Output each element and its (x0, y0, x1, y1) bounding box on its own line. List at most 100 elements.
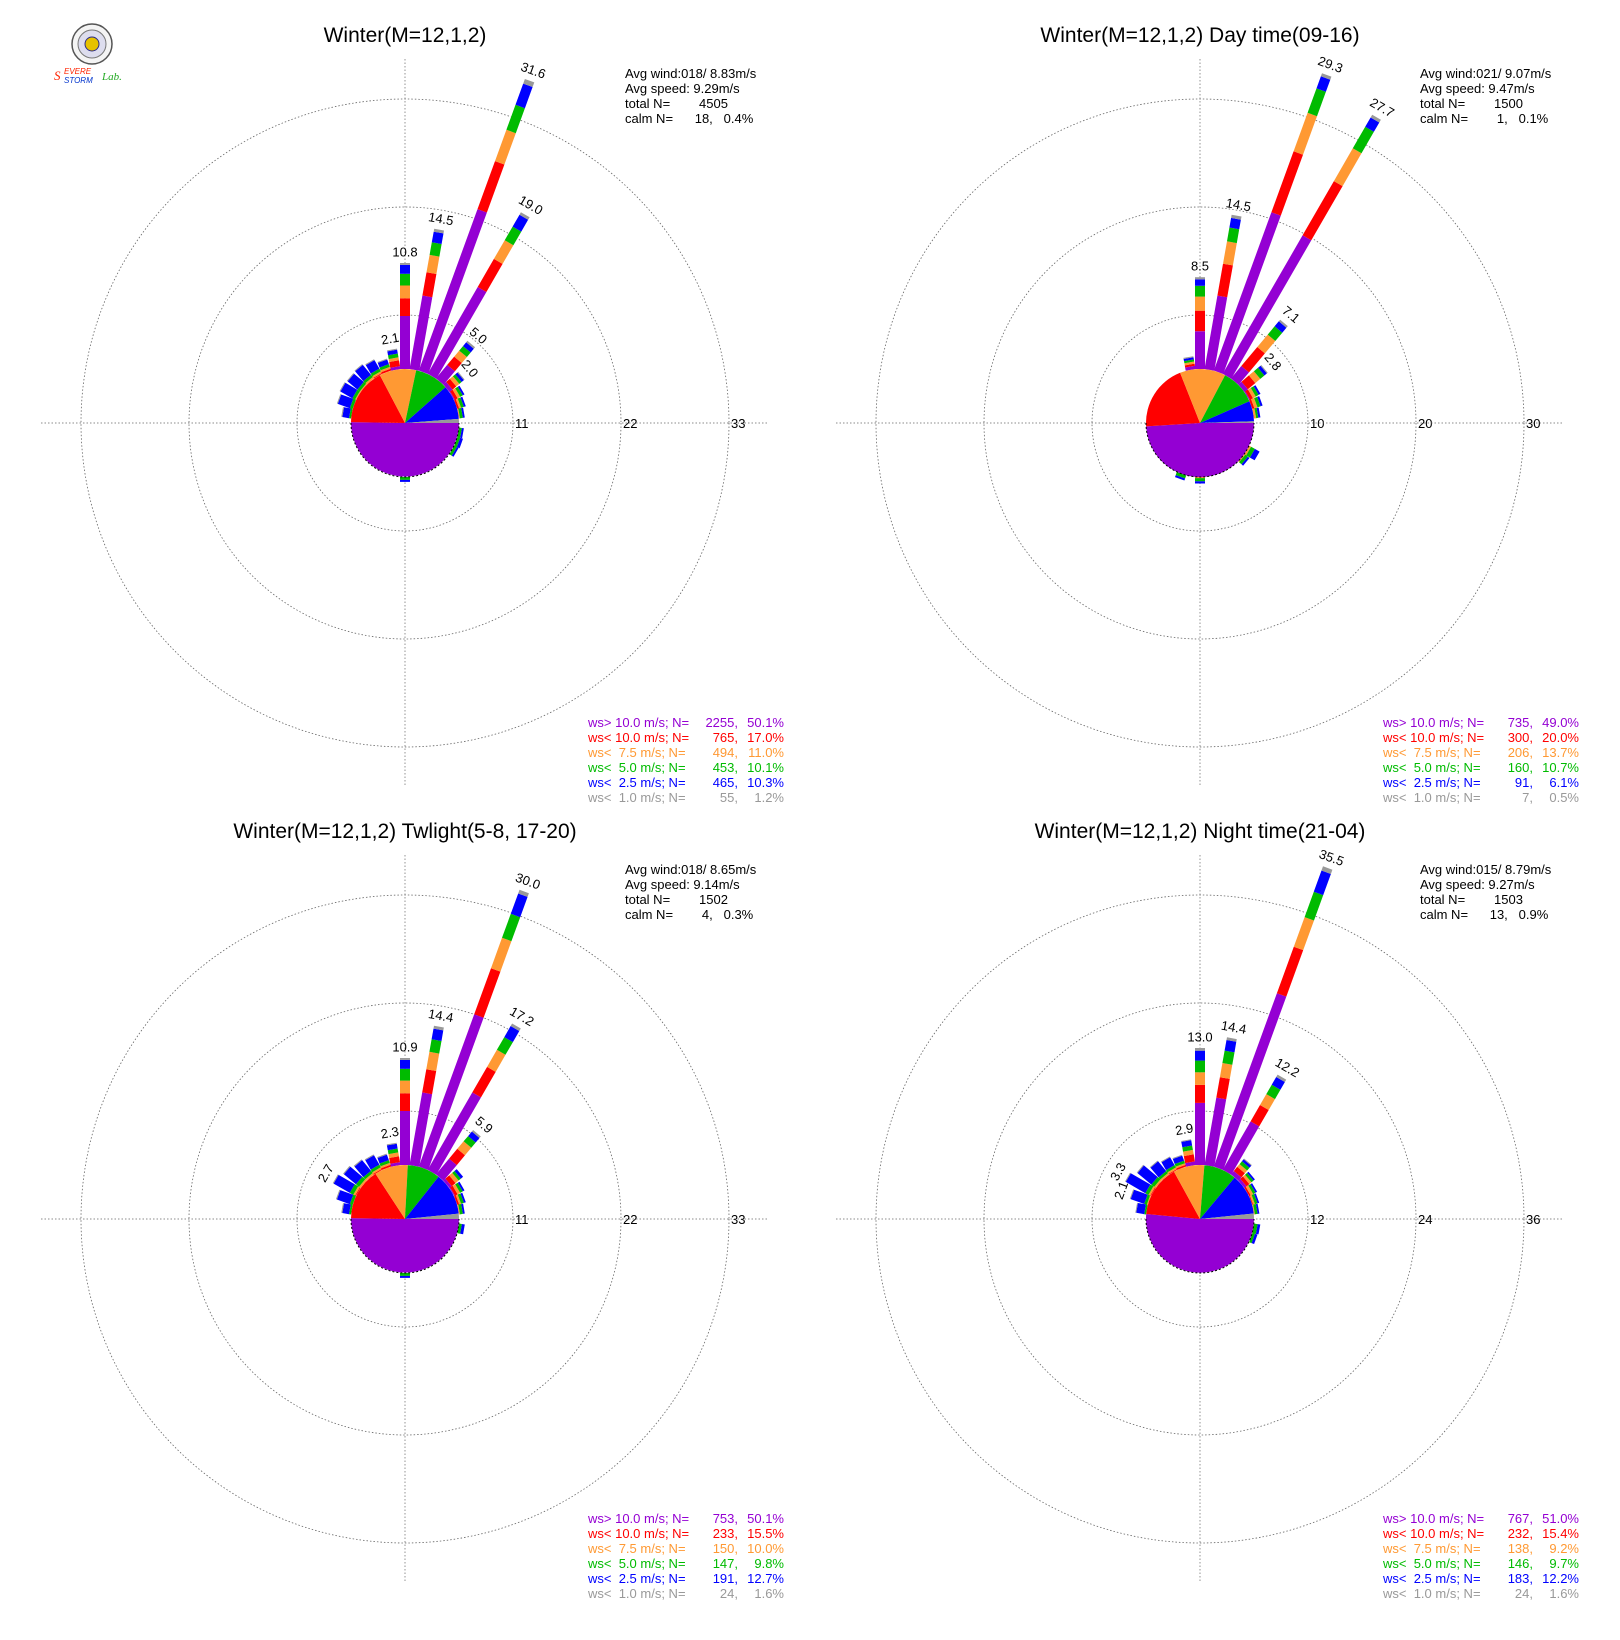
legend-label-gt10: ws> 10.0 m/s; N= (1382, 715, 1484, 730)
spoke-bar-lt10 (1244, 1186, 1251, 1197)
spoke-bar-lt5 (1307, 88, 1326, 117)
spoke-bar-lt5 (388, 353, 399, 360)
legend-percent: 9.2% (1549, 1541, 1579, 1556)
spoke-bar-lt10 (445, 1175, 456, 1187)
spoke-bar-lt5 (1195, 285, 1205, 297)
spoke-bar-lt2_5 (454, 1169, 464, 1179)
spoke-bar-lt10 (1241, 375, 1256, 390)
pie-outline (1145, 1218, 1255, 1274)
spoke-bar-lt10 (373, 372, 383, 379)
spoke-bar-lt7_5 (1252, 408, 1257, 419)
spoke-bar-gt10 (427, 287, 487, 379)
spoke-bar-lt1 (457, 371, 465, 381)
spoke-bar-lt2_5 (400, 479, 410, 482)
info-line: calm N= 4, 0.3% (625, 907, 754, 922)
spoke-bar-lt7_5 (1223, 241, 1237, 266)
spoke-bar-lt7_5 (1154, 1179, 1162, 1189)
spoke-bar-lt5 (1254, 396, 1261, 408)
info-line: Avg speed: 9.14m/s (625, 877, 740, 892)
pie-slice-lt5 (1200, 1165, 1235, 1219)
pie-slice-lt5 (1200, 375, 1250, 423)
spoke-bar-gt10 (1230, 1171, 1242, 1181)
legend-percent: 1.6% (1549, 1586, 1579, 1601)
spoke-bar-lt2_5 (460, 428, 464, 439)
spoke-bar-lt5 (349, 1204, 353, 1215)
wind-rose-panel-2: 10 20 308.514.529.327.77.12.8Winter(M=12,1… (836, 24, 1579, 805)
spoke-bar-gt10 (449, 1187, 456, 1197)
spoke-bar-gt10 (418, 1014, 484, 1170)
spoke-bar-lt5 (502, 913, 521, 942)
spoke-bar-lt10 (1216, 1077, 1230, 1100)
spoke-bar-lt10 (1176, 1164, 1187, 1170)
spoke-bar-lt2_5 (460, 396, 466, 407)
ring-tick-label: 11 (515, 1212, 529, 1227)
ring-tick-label: 33 (731, 416, 745, 431)
ring-tick-label: 20 (1418, 416, 1432, 431)
spoke-bar-lt1 (339, 382, 346, 392)
legend-percent: 49.0% (1542, 715, 1579, 730)
spoke-bar-lt1 (377, 358, 388, 363)
spoke-bar-lt7_5 (359, 383, 367, 393)
spoke-bar-lt7_5 (1195, 1072, 1205, 1085)
spoke-bar-lt5 (400, 477, 410, 480)
spoke-total-label: 31.6 (519, 59, 548, 82)
spoke-bar-lt2_5 (1175, 475, 1186, 481)
info-line: Avg speed: 9.27m/s (1420, 877, 1535, 892)
spoke-bar-lt7_5 (1183, 1149, 1194, 1157)
spoke-bar-lt2_5 (333, 1174, 355, 1193)
spoke-bar-lt5 (457, 397, 464, 408)
spoke-bar-lt2_5 (1249, 448, 1260, 461)
spoke-bar-gt10 (1204, 295, 1228, 371)
legend-percent: 13.7% (1542, 745, 1579, 760)
legend-count: 150, (713, 1541, 738, 1556)
spoke-bar-lt10 (389, 360, 400, 368)
spoke-bar-lt5 (1222, 1050, 1235, 1065)
spoke-bar-lt2_5 (1229, 217, 1241, 230)
info-line: Avg wind:018/ 8.65m/s (625, 862, 757, 877)
spoke-bar-lt7_5 (1175, 1163, 1186, 1169)
spoke-bar-lt1 (471, 1130, 481, 1138)
pie-slice-lt10 (1146, 1171, 1200, 1219)
spoke-bar-lt2_5 (461, 407, 465, 418)
spoke-bar-lt10 (1250, 1105, 1269, 1127)
spoke-bar-lt5 (370, 1164, 381, 1173)
spoke-bar-lt5 (1144, 1204, 1148, 1215)
spoke-total-label: 14.5 (1225, 195, 1253, 214)
spoke-bar-lt5 (457, 1223, 462, 1234)
spoke-bar-gt10 (390, 1162, 401, 1167)
info-line: calm N= 1, 0.1% (1420, 111, 1549, 126)
spoke-bar-gt10 (409, 1092, 433, 1167)
spoke-bar-lt10 (422, 272, 437, 298)
spoke-total-label: 8.5 (1191, 259, 1209, 274)
spoke-bar-lt10 (1241, 347, 1265, 373)
pie-slice-gt10 (1146, 423, 1255, 478)
spoke-bar-lt10 (354, 1187, 361, 1197)
spoke-bar-lt1 (1195, 277, 1205, 280)
spoke-bar-lt2_5 (468, 1131, 480, 1143)
info-line: Avg wind:015/ 8.79m/s (1420, 862, 1552, 877)
spoke-bar-lt1 (1172, 1154, 1183, 1159)
pie-slice-lt10 (1145, 372, 1200, 427)
legend-count: 753, (713, 1511, 738, 1526)
spoke-bar-lt10 (450, 389, 458, 400)
spoke-bar-lt1 (335, 1189, 341, 1200)
spoke-bar-lt2_5 (354, 1160, 371, 1178)
spoke-bar-lt1 (1183, 356, 1194, 359)
legend-count: 147, (713, 1556, 738, 1571)
spoke-bar-lt1 (364, 1154, 374, 1161)
legend-percent: 9.7% (1549, 1556, 1579, 1571)
pie-slice-lt10 (351, 1173, 405, 1219)
spoke-bar-lt1 (365, 359, 375, 366)
spoke-bar-lt5 (429, 242, 442, 257)
spoke-bar-lt5 (449, 445, 457, 456)
spoke-bar-lt7_5 (452, 1184, 461, 1195)
spoke-bar-lt2_5 (1161, 1157, 1175, 1171)
spoke-bar-lt1 (354, 364, 363, 372)
legend-percent: 15.5% (747, 1526, 784, 1541)
spoke-bar-lt7_5 (380, 366, 391, 373)
spoke-bar-lt5 (459, 346, 471, 357)
spoke-bar-lt1 (332, 1174, 339, 1184)
legend-percent: 12.2% (1542, 1571, 1579, 1586)
legend-percent: 15.4% (1542, 1526, 1579, 1541)
legend-label-lt5: ws< 5.0 m/s; N= (1382, 760, 1481, 775)
